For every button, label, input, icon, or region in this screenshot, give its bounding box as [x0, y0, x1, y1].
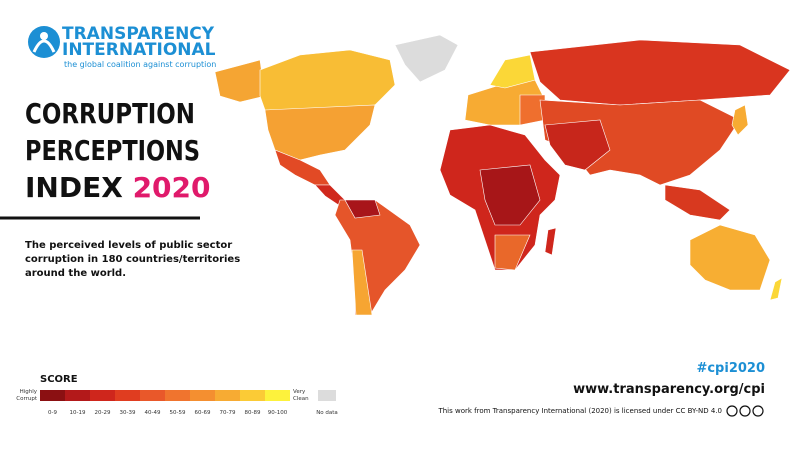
canada — [259, 49, 396, 113]
scandinavia — [489, 54, 536, 89]
legend-swatch — [140, 390, 165, 401]
alaska — [214, 59, 266, 103]
legend-bin-label: 60-69 — [195, 410, 211, 416]
legend-swatch — [190, 390, 215, 401]
chile — [351, 249, 373, 316]
legend-bin-label: 0-9 — [48, 410, 57, 416]
legend-swatch — [90, 390, 115, 401]
new-zealand — [769, 277, 783, 301]
org-tagline: the global coalition against corruption — [64, 60, 216, 69]
legend-bin-label: 80-89 — [245, 410, 261, 416]
description-line: around the world. — [25, 268, 126, 279]
south-america — [334, 199, 421, 316]
southern-africa — [494, 234, 531, 271]
hashtag: #cpi2020 — [696, 361, 765, 376]
license-icons — [726, 405, 764, 417]
website-url: www.transparency.org/cpi — [573, 382, 765, 397]
title-line: CORRUPTION — [25, 97, 195, 130]
usa — [264, 104, 376, 161]
title-year: 2020 — [133, 171, 211, 204]
legend-title: SCORE — [40, 374, 78, 385]
venezuela — [344, 199, 381, 219]
org-name: INTERNATIONAL — [62, 40, 216, 60]
russia — [529, 39, 791, 106]
legend-low-label: Highly — [20, 389, 38, 395]
description-line: The perceived levels of public sector — [25, 240, 232, 251]
license-text: This work from Transparency Internationa… — [437, 407, 722, 415]
description: The perceived levels of public sector cor… — [25, 240, 240, 279]
legend-bin-label: 40-49 — [145, 410, 161, 416]
legend-low-label: Corrupt — [16, 396, 38, 402]
legend-bin-label: 70-79 — [220, 410, 236, 416]
greenland — [394, 34, 459, 83]
legend-bin-label: 30-39 — [120, 410, 136, 416]
description-line: corruption in 180 countries/territories — [25, 254, 240, 265]
legend-bin-label: 20-29 — [95, 410, 111, 416]
legend-swatch — [215, 390, 240, 401]
org-name: TRANSPARENCY — [62, 24, 215, 44]
legend-swatch — [40, 390, 65, 401]
legend-swatch — [115, 390, 140, 401]
madagascar — [544, 227, 557, 256]
title-index: INDEX — [25, 171, 123, 204]
legend-bin-label: 10-19 — [70, 410, 86, 416]
legend-high-label: Clean — [293, 396, 309, 402]
legend-swatch — [165, 390, 190, 401]
legend-swatch — [240, 390, 265, 401]
japan — [731, 104, 749, 136]
legend-bin-label: 90-100 — [268, 410, 288, 416]
legend-bin-label: 50-59 — [170, 410, 186, 416]
central-africa — [479, 164, 541, 226]
southeast-asia — [664, 184, 731, 221]
legend-high-label: Very — [293, 389, 306, 395]
legend-swatch — [65, 390, 90, 401]
title-line: INDEX 2020 — [25, 171, 211, 204]
legend-no-data-label: No data — [316, 410, 338, 416]
australia — [689, 224, 771, 291]
middle-east — [544, 119, 611, 171]
legend-swatch — [265, 390, 290, 401]
world-map — [214, 34, 791, 316]
legend-no-data-swatch — [318, 390, 336, 401]
title-line: PERCEPTIONS — [25, 134, 200, 167]
logo-icon — [28, 26, 60, 58]
